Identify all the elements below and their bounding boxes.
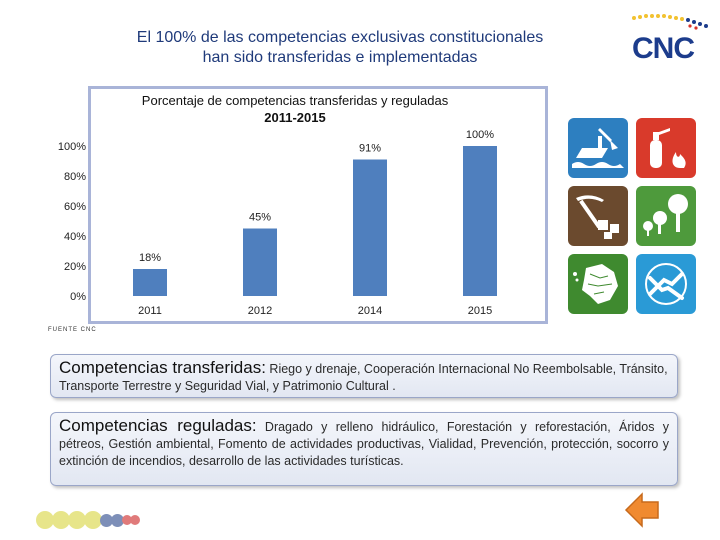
competencias-reguladas-text: Dragado y relleno hidráulico, Forestació… [59,420,669,468]
decorative-dot [36,511,54,529]
decorative-dot [130,515,140,525]
competency-icon-grid [568,118,700,318]
bar-2014 [353,159,387,296]
ecuador-map-icon [568,254,628,314]
slide-title: El 100% de las competencias exclusivas c… [60,28,620,68]
chart-title-line1: Porcentaje de competencias transferidas … [141,93,449,108]
chart-title: Porcentaje de competencias transferidas … [100,92,490,126]
cnc-logo: CNC [620,6,716,70]
competencias-transferidas-text: Riego y drenaje, Cooperación Internacion… [59,362,668,393]
bar-value-label: 100% [466,129,494,141]
logo-text: CNC [632,32,695,65]
x-tick-label: 2015 [468,305,492,317]
y-tick-label: 40% [64,231,86,243]
decorative-dot [84,511,102,529]
fire-extinguisher-icon [636,118,696,178]
y-tick-label: 60% [64,201,86,213]
x-tick-label: 2012 [248,305,272,317]
back-arrow-icon[interactable] [622,490,662,530]
competencias-reguladas-box: Competencias reguladas: Dragado y rellen… [50,412,678,486]
y-tick-label: 20% [64,261,86,273]
y-tick-label: 100% [58,141,86,153]
cooperation-hands-icon [636,254,696,314]
decorative-dot [122,515,132,525]
slide-title-line1: El 100% de las competencias exclusivas c… [136,29,544,46]
bar-2012 [243,228,277,296]
bar-value-label: 45% [249,212,271,224]
chart-title-line2: 2011-2015 [264,110,326,125]
decorative-dot [111,513,124,527]
x-tick-label: 2014 [358,305,382,317]
dredge-icon [568,118,628,178]
decorative-dot [68,511,86,529]
bar-value-label: 91% [359,143,381,155]
source-note: FUENTE CNC [48,327,97,333]
competencias-transferidas-heading: Competencias transferidas: [59,358,266,377]
bar-value-label: 18% [139,252,161,264]
x-tick-label: 2011 [138,305,162,317]
forest-icon [636,186,696,246]
competencias-transferidas-box: Competencias transferidas: Riego y drena… [50,354,678,398]
decorative-dot [100,513,113,527]
bar-2015 [463,146,497,296]
competencias-reguladas-heading: Competencias reguladas: [59,416,257,435]
slide-title-line2: han sido transferidas e implementadas [202,49,478,66]
decorative-dots [36,511,166,531]
bar-2011 [133,269,167,296]
y-tick-label: 80% [64,171,86,183]
logo-dots-icon [632,14,708,30]
y-tick-label: 0% [70,291,86,303]
decorative-dot [52,511,70,529]
mining-icon [568,186,628,246]
